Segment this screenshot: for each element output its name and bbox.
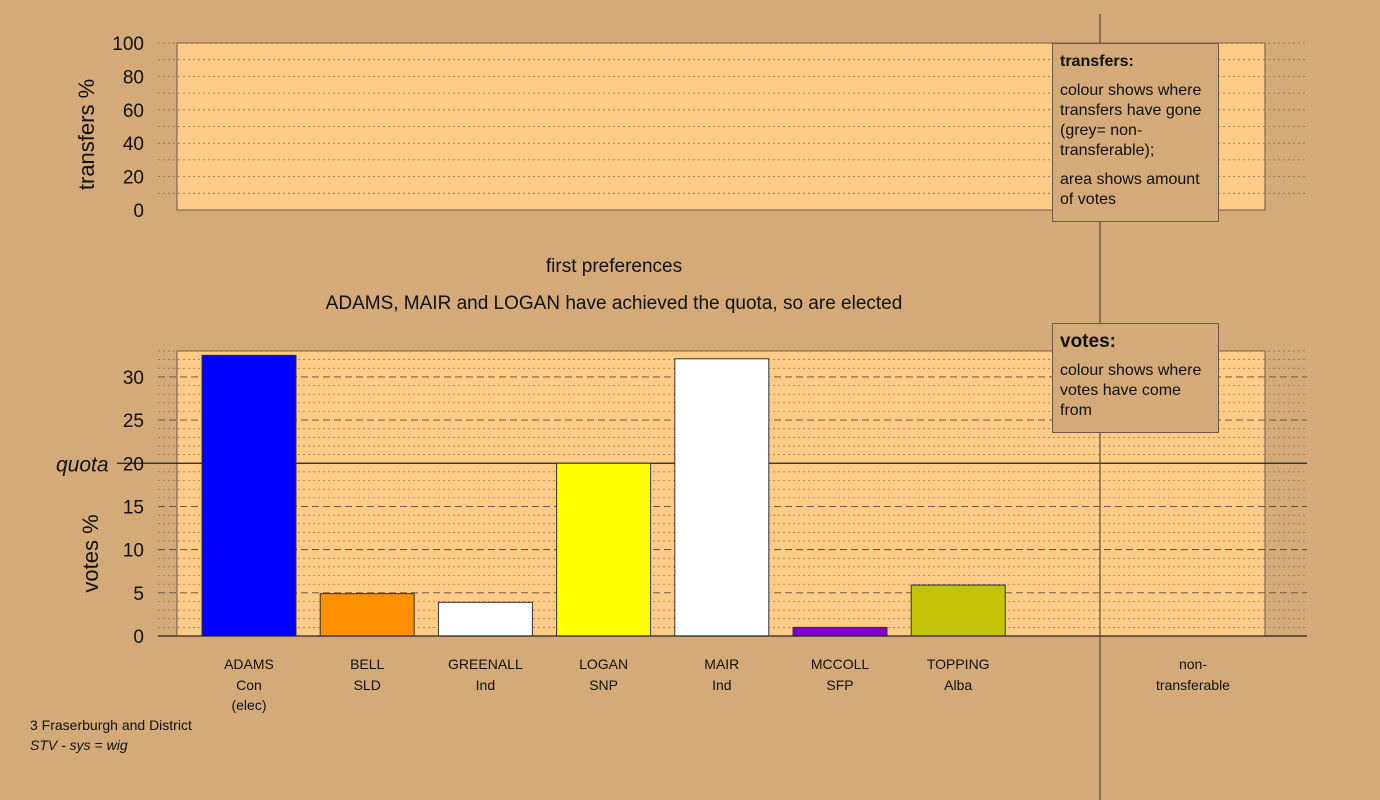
- non-transferable-label-line2: transferable: [1156, 677, 1230, 693]
- category-party-label: Con: [236, 677, 262, 693]
- votes-y-tick-label: 30: [123, 368, 144, 389]
- transfers-y-tick-label: 0: [133, 201, 144, 222]
- category-party-label: SFP: [826, 677, 853, 693]
- chart-title: first preferences: [546, 256, 682, 277]
- votes-y-tick-label: 25: [123, 411, 144, 432]
- category-name-label: MAIR: [704, 656, 739, 672]
- votes-y-axis-label: votes %: [78, 514, 103, 592]
- transfers-y-tick-label: 100: [112, 34, 144, 55]
- category-name-label: TOPPING: [927, 656, 990, 672]
- transfers-y-tick-label: 40: [123, 134, 144, 155]
- non-transferable-label-line1: non-: [1179, 656, 1207, 672]
- bar-mccoll: [792, 626, 888, 637]
- transfers-y-axis-label: transfers %: [74, 79, 99, 190]
- bar-topping: [910, 584, 1006, 637]
- votes-y-tick-label: 10: [123, 541, 144, 562]
- transfers-legend-title: transfers:: [1060, 53, 1134, 70]
- bar-logan: [556, 462, 652, 637]
- votes-legend-text: colour shows where votes have come from: [1060, 362, 1202, 419]
- bar-greenall: [437, 601, 533, 637]
- votes-y-tick-label: 0: [133, 627, 144, 648]
- votes-legend: votes: colour shows where votes have com…: [1052, 323, 1219, 433]
- bar-bell: [319, 593, 415, 637]
- transfers-legend-text-colour: colour shows where transfers have gone (…: [1060, 82, 1202, 159]
- transfers-legend-text-area: area shows amount of votes: [1060, 171, 1200, 208]
- category-name-label: ADAMS: [224, 656, 274, 672]
- category-party-label: Ind: [712, 677, 731, 693]
- category-name-label: LOGAN: [579, 656, 628, 672]
- category-name-label: GREENALL: [448, 656, 523, 672]
- category-party-label: Ind: [476, 677, 495, 693]
- chart-subtitle: ADAMS, MAIR and LOGAN have achieved the …: [326, 293, 903, 314]
- bar-adams: [201, 354, 297, 637]
- category-party-label: SLD: [354, 677, 381, 693]
- votes-y-tick-label: 5: [133, 584, 144, 605]
- category-party-label: SNP: [589, 677, 618, 693]
- category-note-label: (elec): [231, 697, 266, 713]
- footer-system: STV - sys = wig: [30, 737, 128, 753]
- votes-y-tick-label: 15: [123, 497, 144, 518]
- transfers-y-tick-label: 60: [123, 101, 144, 122]
- bar-mair: [674, 358, 770, 637]
- category-name-label: BELL: [350, 656, 384, 672]
- category-name-label: MCCOLL: [811, 656, 870, 672]
- transfers-y-tick-label: 20: [123, 168, 144, 189]
- votes-legend-title: votes:: [1060, 331, 1116, 352]
- footer-constituency: 3 Fraserburgh and District: [30, 717, 192, 733]
- transfers-y-tick-label: 80: [123, 67, 144, 88]
- quota-label: quota: [56, 453, 109, 476]
- votes-y-tick-label: 20: [123, 454, 144, 475]
- category-party-label: Alba: [944, 677, 972, 693]
- transfers-legend: transfers: colour shows where transfers …: [1052, 43, 1219, 222]
